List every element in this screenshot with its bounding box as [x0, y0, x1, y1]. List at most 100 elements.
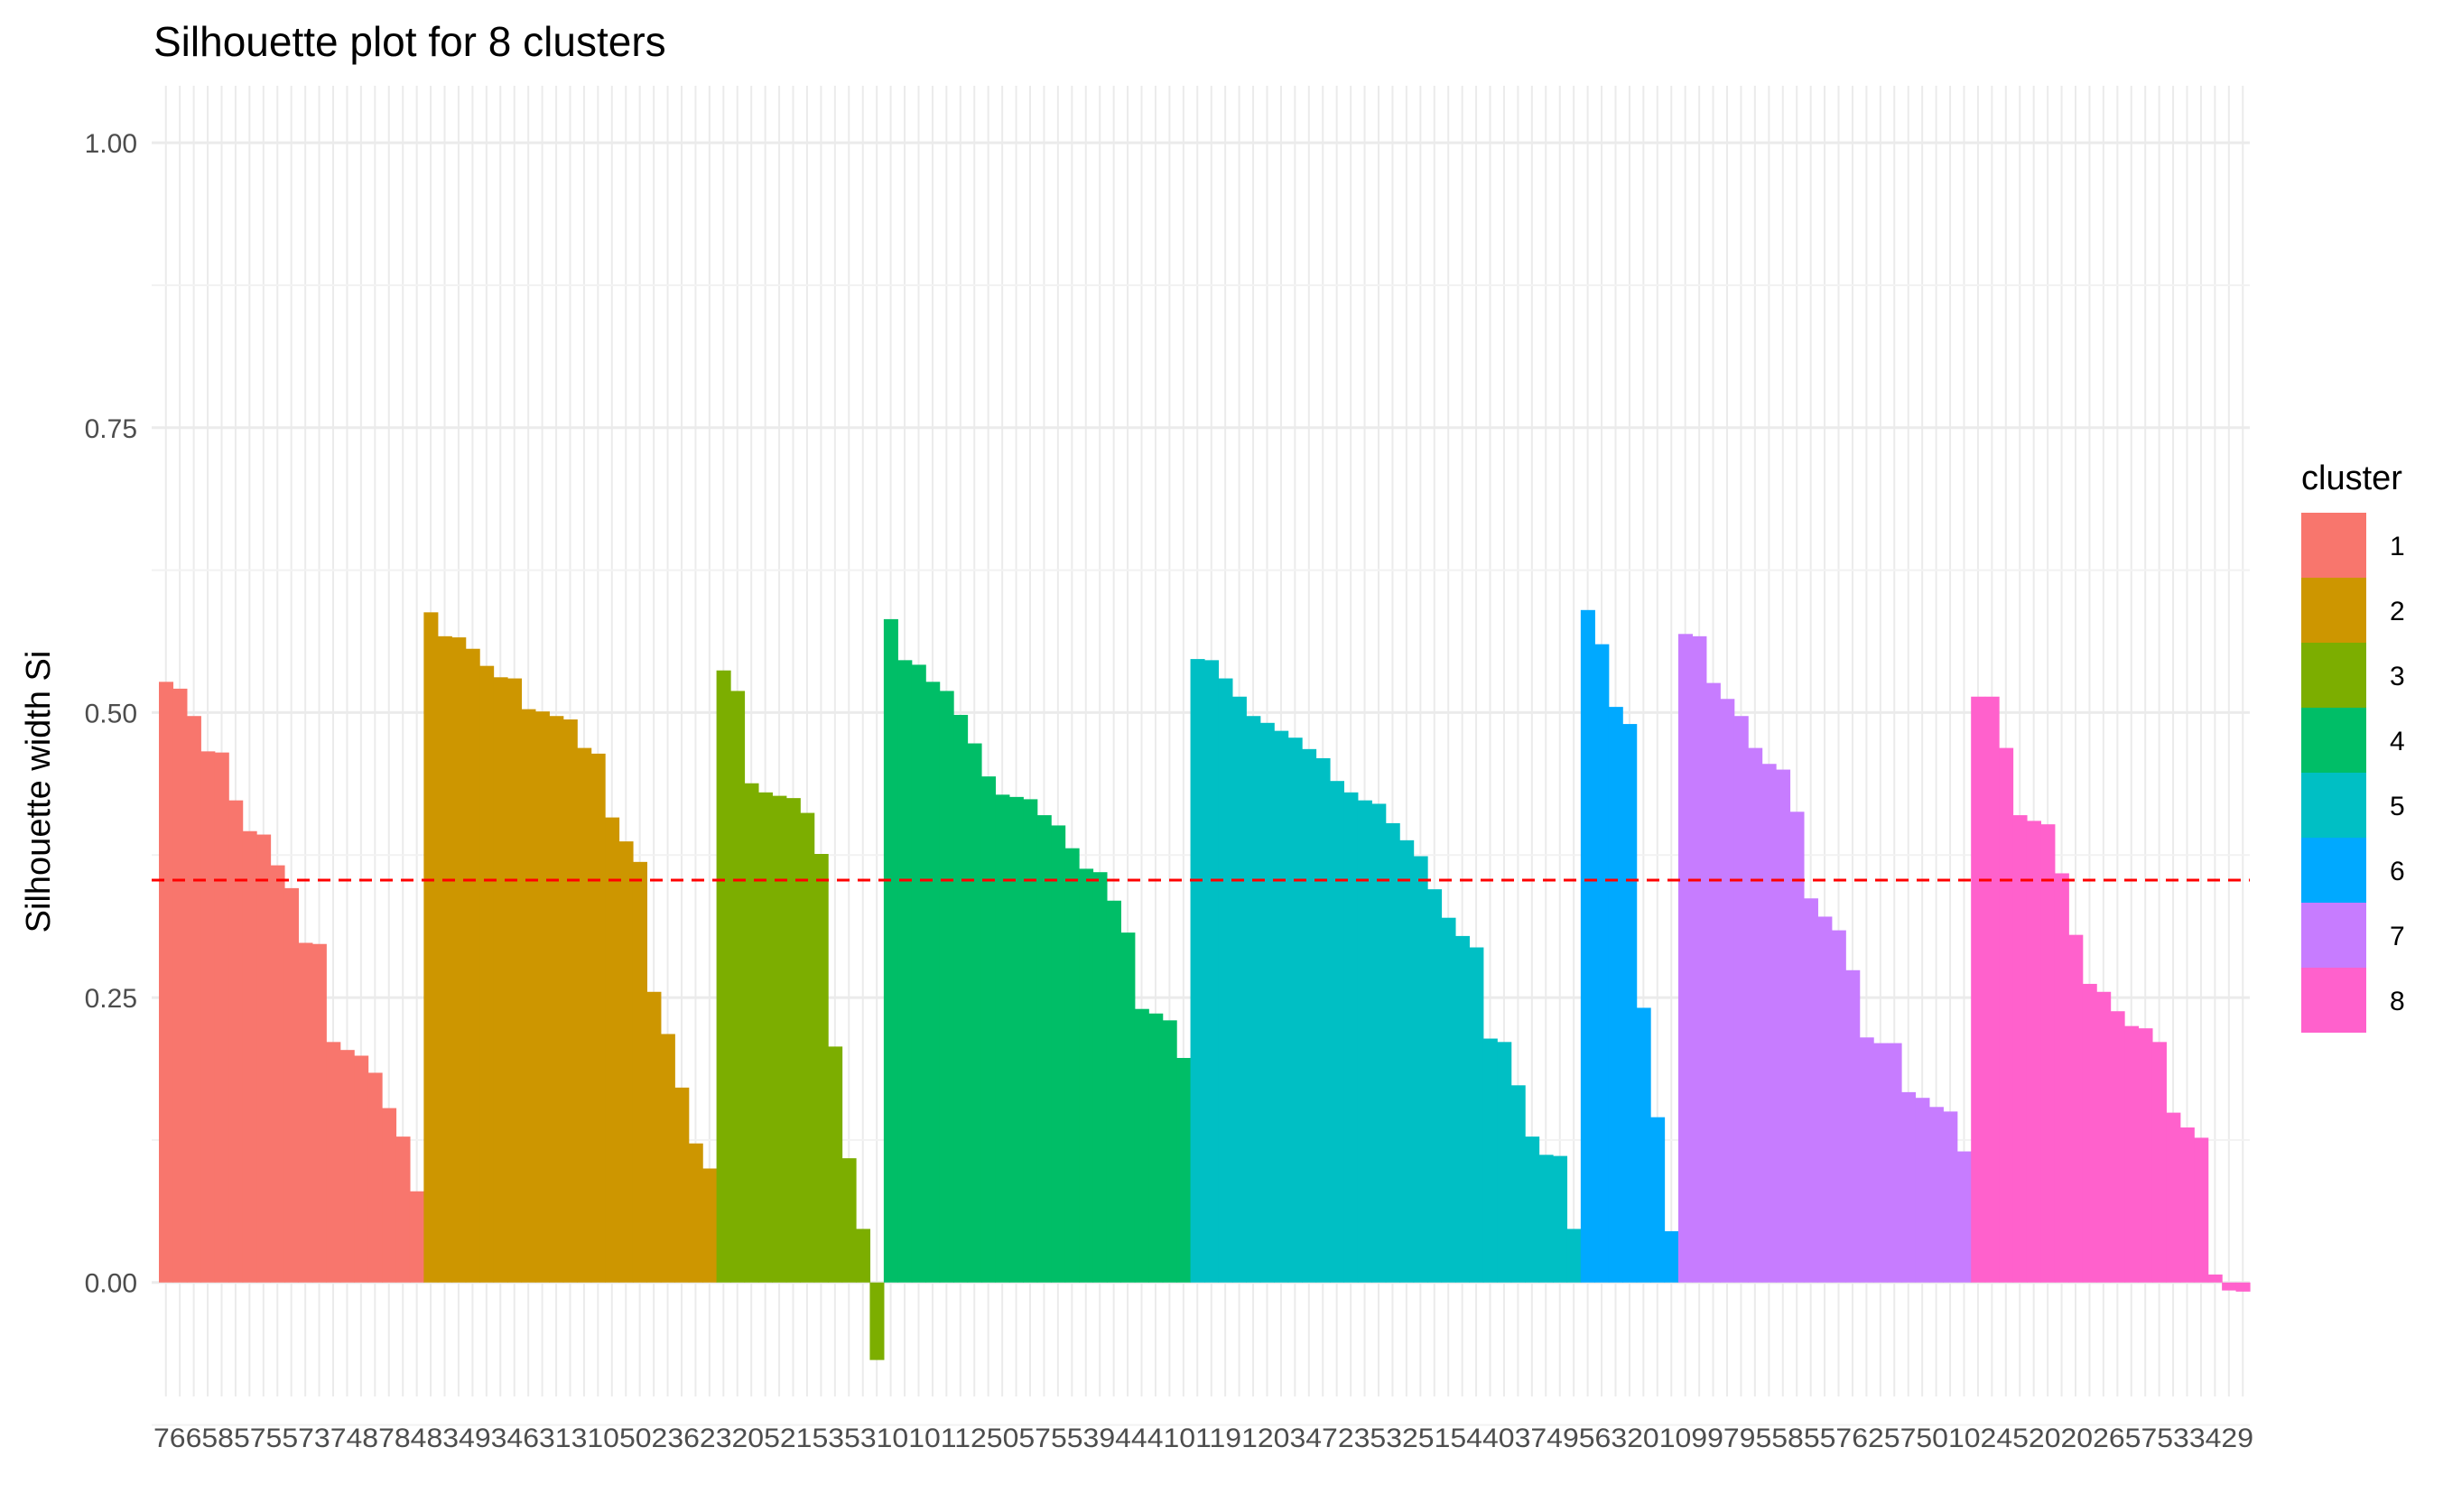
silhouette-bar [507, 678, 523, 1283]
silhouette-bar [437, 635, 452, 1283]
silhouette-bar [1845, 969, 1861, 1283]
silhouette-bar [1873, 1043, 1889, 1283]
silhouette-bar [980, 776, 996, 1283]
silhouette-bar [785, 798, 801, 1283]
silhouette-bar [1315, 757, 1331, 1283]
legend-key [2301, 838, 2366, 903]
silhouette-bar [1092, 872, 1108, 1283]
silhouette-bar [534, 711, 550, 1283]
silhouette-bar [1287, 737, 1303, 1283]
legend-label: 2 [2390, 597, 2405, 626]
silhouette-bar [925, 682, 941, 1283]
silhouette-bar [1887, 1043, 1902, 1283]
legend-label: 4 [2390, 727, 2405, 756]
x-tick-labels: 7665857557374878483493463131050236232052… [153, 1424, 2253, 1453]
silhouette-bar [562, 719, 578, 1283]
silhouette-bar [1190, 659, 1205, 1283]
silhouette-bar [1761, 764, 1777, 1283]
legend-key [2301, 643, 2366, 708]
silhouette-bar [2207, 1274, 2223, 1283]
legend-key [2301, 968, 2366, 1033]
silhouette-bar [200, 751, 216, 1283]
silhouette-bar [618, 841, 634, 1283]
silhouette-bar [1148, 1013, 1164, 1283]
silhouette-bar [382, 1108, 397, 1283]
y-tick-label: 0.75 [85, 414, 137, 444]
silhouette-bar [1789, 812, 1805, 1283]
y-tick-label: 0.25 [85, 984, 137, 1014]
silhouette-bar [911, 664, 926, 1283]
silhouette-bar [1427, 889, 1443, 1283]
silhouette-bar [2082, 983, 2097, 1283]
legend-key [2301, 903, 2366, 968]
silhouette-bar [1413, 856, 1428, 1283]
silhouette-bar [1385, 822, 1400, 1283]
silhouette-bar [367, 1072, 383, 1283]
silhouette-bar [1036, 815, 1052, 1283]
silhouette-bar [1023, 799, 1038, 1283]
silhouette-bar [395, 1136, 411, 1283]
silhouette-bar [883, 618, 898, 1283]
legend-label: 3 [2390, 662, 2405, 691]
legend: cluster 1 2 3 4 5 6 7 8 [2301, 459, 2405, 1033]
silhouette-bar [674, 1087, 690, 1283]
silhouette-bar [1106, 900, 1121, 1283]
silhouette-bar [2194, 1137, 2209, 1283]
silhouette-bar [2012, 815, 2028, 1283]
silhouette-bar [1399, 839, 1415, 1283]
silhouette-bar [1776, 769, 1791, 1283]
silhouette-bar [2124, 1025, 2140, 1283]
silhouette-bar [660, 1034, 675, 1283]
silhouette-bar [1566, 1229, 1582, 1283]
silhouette-bar [1064, 848, 1080, 1283]
silhouette-bar [214, 752, 229, 1283]
silhouette-bar [2179, 1127, 2195, 1283]
silhouette-bar [772, 795, 787, 1283]
silhouette-bar [1859, 1037, 1874, 1283]
legend-label: 6 [2390, 857, 2405, 886]
y-axis-ticks: 0.00 0.25 0.50 0.75 1.00 [85, 129, 137, 1299]
silhouette-bar [1720, 699, 1735, 1283]
legend-label: 1 [2390, 532, 2405, 561]
silhouette-bar [298, 942, 313, 1283]
silhouette-bar [1469, 947, 1484, 1283]
silhouette-bar [521, 709, 536, 1283]
chart-title: Silhouette plot for 8 clusters [153, 18, 666, 65]
y-tick-label: 0.50 [85, 699, 137, 728]
silhouette-bar [311, 943, 327, 1283]
silhouette-bar [159, 682, 174, 1283]
silhouette-bar [1553, 1155, 1568, 1283]
silhouette-bar [1984, 696, 2000, 1283]
silhouette-bar [2138, 1028, 2153, 1283]
silhouette-bar [841, 1158, 857, 1283]
silhouette-bar [1831, 930, 1846, 1283]
silhouette-bar [172, 688, 188, 1283]
silhouette-bar [744, 783, 759, 1283]
silhouette-bar [590, 753, 606, 1283]
silhouette-bar [1803, 898, 1818, 1283]
silhouette-bar [939, 691, 954, 1283]
silhouette-bar [1120, 932, 1136, 1283]
silhouette-bar [1538, 1155, 1554, 1283]
silhouette-bar [2110, 1011, 2125, 1283]
silhouette-bar [1079, 868, 1094, 1283]
silhouette-bar [995, 794, 1010, 1283]
silhouette-bar [228, 800, 244, 1283]
silhouette-bar [1664, 1230, 1679, 1283]
silhouette-bar [1343, 792, 1359, 1283]
silhouette-bar [1246, 716, 1261, 1283]
silhouette-bar [186, 716, 201, 1283]
silhouette-bar [2166, 1112, 2181, 1283]
silhouette-bar [813, 854, 829, 1283]
silhouette-bar [242, 830, 257, 1283]
silhouette-bar [1051, 825, 1066, 1283]
silhouette-bar [1971, 696, 1986, 1283]
silhouette-bar [1274, 730, 1289, 1283]
silhouette-bar [1357, 800, 1372, 1283]
silhouette-bar [549, 716, 564, 1283]
silhouette-bar [967, 743, 982, 1283]
silhouette-bar [1943, 1111, 1958, 1283]
silhouette-bar [451, 637, 467, 1283]
legend-key [2301, 708, 2366, 773]
